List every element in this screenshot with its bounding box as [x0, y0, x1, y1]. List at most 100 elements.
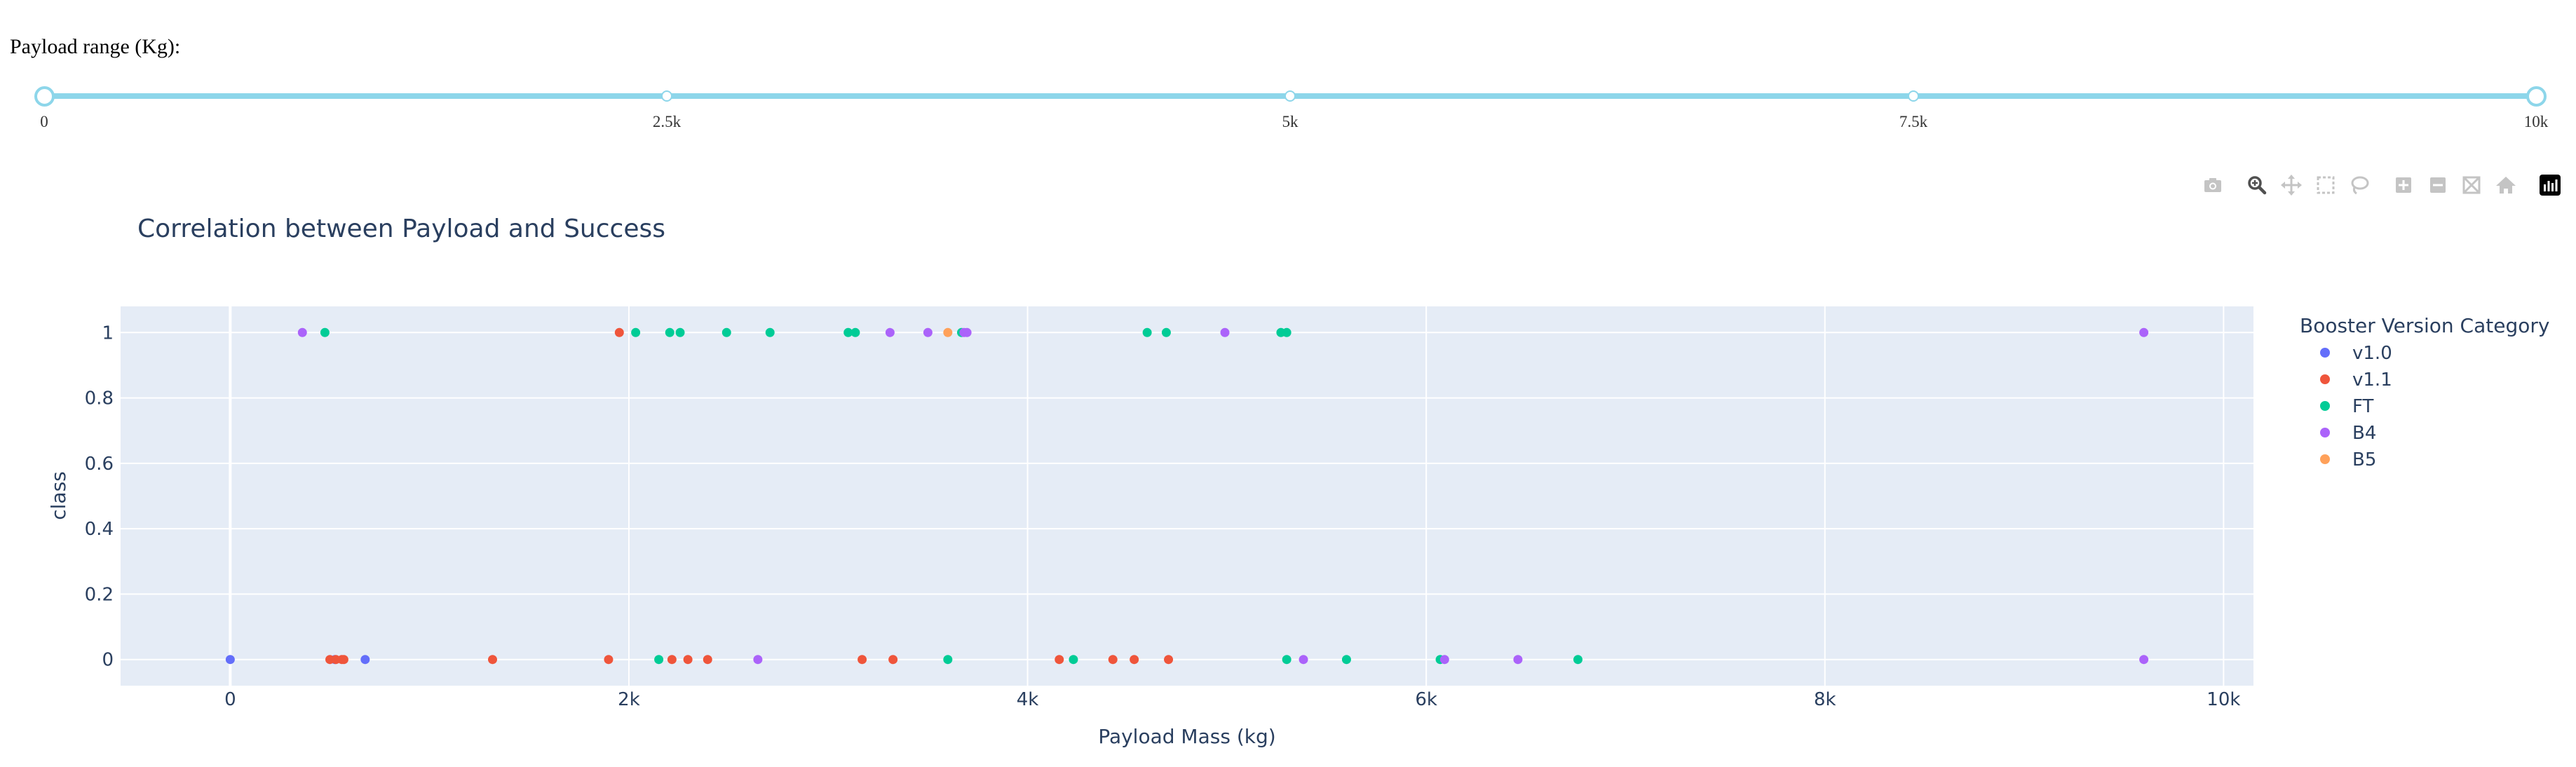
slider-mark-dot	[661, 90, 672, 102]
legend-marker	[2320, 374, 2330, 384]
home-icon	[2496, 177, 2516, 194]
data-point-ft[interactable]	[943, 655, 953, 665]
data-point-v1-1[interactable]	[683, 655, 693, 665]
box-select-button[interactable]	[2313, 172, 2338, 198]
data-point-v1-1[interactable]	[488, 655, 498, 665]
x-tick-label: 6k	[1415, 689, 1437, 710]
data-point-ft[interactable]	[850, 327, 860, 337]
data-point-v1-0[interactable]	[225, 655, 235, 665]
data-point-ft[interactable]	[631, 327, 641, 337]
legend-title: Booster Version Category	[2300, 314, 2549, 337]
y-tick-label: 0	[102, 650, 114, 671]
slider-max-handle[interactable]	[2526, 86, 2547, 107]
data-point-v1-0[interactable]	[360, 655, 370, 665]
data-point-v1-1[interactable]	[857, 655, 867, 665]
gridlines	[121, 306, 2253, 686]
data-point-b4[interactable]	[2139, 655, 2149, 665]
zoom-icon	[2248, 176, 2267, 195]
data-point-ft[interactable]	[843, 327, 853, 337]
legend-marker	[2320, 454, 2330, 464]
legend-item-label[interactable]: B4	[2352, 423, 2376, 444]
plot-area[interactable]	[121, 306, 2253, 686]
data-point-b4[interactable]	[1439, 655, 1449, 665]
lasso-select-button[interactable]	[2347, 172, 2372, 198]
pan-icon	[2281, 175, 2302, 196]
y-axis-title: class	[47, 471, 70, 520]
legend-item-label[interactable]: v1.1	[2352, 369, 2392, 391]
legend-item-label[interactable]: v1.0	[2352, 343, 2392, 364]
slider-mark-label: 10k	[2523, 113, 2549, 130]
y-tick-label: 0.2	[85, 584, 114, 605]
data-point-ft[interactable]	[1142, 327, 1152, 337]
x-tick-label: 0	[224, 689, 236, 710]
zoom-in-button[interactable]	[2391, 172, 2416, 198]
x-tick-label: 8k	[1814, 689, 1836, 710]
data-point-b4[interactable]	[2139, 327, 2149, 337]
slider-label: Payload range (Kg):	[10, 35, 181, 58]
data-point-v1-1[interactable]	[614, 327, 624, 337]
data-point-b4[interactable]	[1513, 655, 1523, 665]
box-select-icon	[2317, 176, 2335, 194]
chart-title: Correlation between Payload and Success	[137, 215, 665, 243]
y-tick-label: 0.6	[85, 454, 114, 475]
legend-marker	[2320, 428, 2330, 437]
data-point-ft[interactable]	[1282, 655, 1292, 665]
data-point-b4[interactable]	[1220, 327, 1230, 337]
data-point-v1-1[interactable]	[667, 655, 677, 665]
data-point-ft[interactable]	[654, 655, 664, 665]
data-point-b5[interactable]	[943, 327, 953, 337]
plotly-logo-icon	[2540, 175, 2561, 196]
plotly-logo-button[interactable]	[2537, 172, 2563, 198]
data-point-v1-1[interactable]	[1164, 655, 1174, 665]
data-point-b4[interactable]	[923, 327, 933, 337]
autoscale-icon	[2462, 176, 2481, 194]
slider-mark-label: 2.5k	[652, 113, 682, 130]
slider-mark-label: 0	[40, 113, 48, 130]
zoom-out-button[interactable]	[2425, 172, 2450, 198]
data-point-ft[interactable]	[721, 327, 731, 337]
legend-item-label[interactable]: B5	[2352, 449, 2376, 470]
legend[interactable]: v1.0 v1.1 FT B4 B5	[2320, 343, 2392, 470]
x-tick-label: 4k	[1017, 689, 1039, 710]
pan-button[interactable]	[2279, 172, 2304, 198]
data-point-ft[interactable]	[1069, 655, 1078, 665]
data-point-v1-1[interactable]	[1108, 655, 1118, 665]
y-tick-label: 0.4	[85, 519, 114, 540]
data-point-b4[interactable]	[1299, 655, 1308, 665]
data-point-ft[interactable]	[1341, 655, 1351, 665]
camera-icon	[2204, 178, 2221, 192]
data-point-ft[interactable]	[675, 327, 685, 337]
data-point-b4[interactable]	[962, 327, 972, 337]
data-point-v1-1[interactable]	[1055, 655, 1064, 665]
data-point-b4[interactable]	[753, 655, 763, 665]
zoom-button[interactable]	[2244, 172, 2270, 198]
data-point-v1-1[interactable]	[888, 655, 898, 665]
x-tick-label: 10k	[2206, 689, 2240, 710]
data-point-b4[interactable]	[885, 327, 895, 337]
axis-tick-labels: 0 2k 4k 6k 8k 10k 0 0.2 0.4 0.6 0.8 1	[85, 323, 2241, 710]
data-point-ft[interactable]	[1282, 327, 1292, 337]
data-point-ft[interactable]	[665, 327, 674, 337]
autoscale-button[interactable]	[2459, 172, 2484, 198]
data-point-ft[interactable]	[765, 327, 775, 337]
minus-icon	[2430, 177, 2446, 193]
data-point-ft[interactable]	[1161, 327, 1171, 337]
lasso-icon	[2351, 176, 2369, 195]
data-point-ft[interactable]	[1573, 655, 1583, 665]
plus-icon	[2396, 177, 2411, 193]
reset-axes-button[interactable]	[2493, 172, 2519, 198]
data-point-v1-1[interactable]	[1130, 655, 1139, 665]
legend-marker	[2320, 348, 2330, 358]
slider-mark-label: 5k	[1282, 113, 1299, 130]
data-point-b4[interactable]	[297, 327, 307, 337]
data-point-v1-1[interactable]	[703, 655, 712, 665]
legend-marker	[2320, 401, 2330, 411]
legend-item-label[interactable]: FT	[2352, 396, 2373, 417]
slider-mark-label: 7.5k	[1899, 113, 1928, 130]
y-tick-label: 0.8	[85, 388, 114, 409]
data-point-v1-1[interactable]	[604, 655, 614, 665]
slider-min-handle[interactable]	[34, 86, 55, 107]
data-point-ft[interactable]	[320, 327, 330, 337]
download-plot-button[interactable]	[2200, 172, 2225, 198]
data-point-v1-1[interactable]	[339, 655, 348, 665]
